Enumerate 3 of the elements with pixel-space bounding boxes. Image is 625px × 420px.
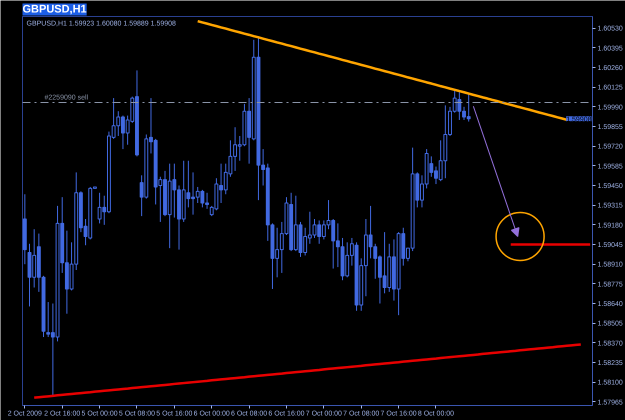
- line-series: [32, 343, 582, 399]
- chart-title: GBPUSD,H1: [22, 4, 87, 16]
- candlestick: [98, 192, 102, 224]
